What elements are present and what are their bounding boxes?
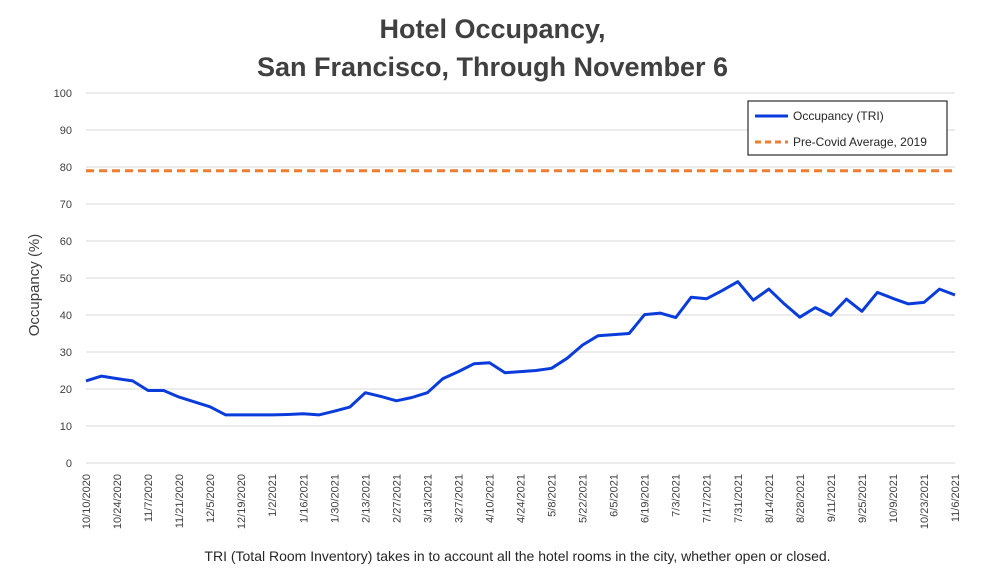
- y-tick-label: 0: [66, 458, 72, 470]
- y-tick-label: 80: [60, 162, 72, 174]
- x-tick-label: 12/5/2020: [205, 474, 217, 523]
- chart-title: Hotel Occupancy, San Francisco, Through …: [0, 10, 985, 86]
- x-tick-label: 8/28/2021: [795, 474, 807, 523]
- legend: Occupancy (TRI) Pre-Covid Average, 2019: [747, 100, 948, 156]
- x-tick-label: 7/3/2021: [671, 474, 683, 517]
- x-tick-label: 2/13/2021: [360, 474, 372, 523]
- x-tick-label: 11/21/2020: [174, 474, 186, 528]
- y-axis-ticks: 0 10 20 30 40 50 60 70 80 90 100: [54, 88, 72, 470]
- x-tick-label: 9/25/2021: [857, 474, 869, 523]
- legend-box: [747, 100, 948, 156]
- x-tick-label: 4/24/2021: [516, 474, 528, 523]
- y-tick-label: 20: [60, 384, 72, 396]
- x-tick-label: 10/23/2021: [919, 474, 931, 529]
- y-tick-label: 100: [54, 88, 72, 100]
- y-tick-label: 70: [60, 199, 72, 211]
- chart-title-line2: San Francisco, Through November 6: [256, 52, 729, 82]
- x-tick-label: 3/13/2021: [422, 474, 434, 523]
- gridlines: [86, 92, 955, 464]
- chart-footnote: TRI (Total Room Inventory) takes in to a…: [204, 548, 831, 564]
- x-tick-label: 7/17/2021: [702, 474, 714, 523]
- x-tick-label: 1/2/2021: [267, 474, 279, 517]
- y-tick-label: 10: [60, 421, 72, 433]
- x-tick-label: 7/31/2021: [733, 474, 745, 523]
- x-tick-label: 1/16/2021: [298, 474, 310, 523]
- x-tick-label: 3/27/2021: [453, 474, 465, 523]
- y-tick-label: 40: [60, 310, 72, 322]
- x-tick-label: 6/19/2021: [640, 474, 652, 523]
- series-lines: [85, 169, 956, 417]
- x-tick-label: 11/6/2021: [950, 474, 962, 522]
- x-tick-label: 10/24/2020: [112, 474, 124, 529]
- x-tick-label: 5/8/2021: [547, 474, 559, 517]
- x-tick-label: 10/9/2021: [888, 474, 900, 523]
- x-tick-label: 5/22/2021: [578, 474, 590, 523]
- y-tick-label: 50: [60, 273, 72, 285]
- x-tick-label: 12/19/2020: [236, 474, 248, 529]
- y-axis-label: Occupancy (%): [26, 234, 43, 337]
- x-tick-label: 11/7/2020: [143, 474, 155, 522]
- legend-label-occupancy: Occupancy (TRI): [793, 109, 884, 123]
- x-axis-ticks: 10/10/2020 10/24/2020 11/7/2020 11/21/2020 1…: [81, 474, 962, 529]
- y-tick-label: 90: [60, 125, 72, 137]
- chart-title-line1: Hotel Occupancy,: [379, 14, 606, 44]
- x-tick-label: 1/30/2021: [329, 474, 341, 523]
- x-tick-label: 8/14/2021: [764, 474, 776, 523]
- y-tick-label: 60: [60, 236, 72, 248]
- series-line-occupancy: [85, 280, 956, 417]
- x-tick-label: 4/10/2021: [484, 474, 496, 523]
- x-tick-label: 2/27/2021: [391, 474, 403, 523]
- x-tick-label: 10/10/2020: [81, 474, 93, 529]
- y-tick-label: 30: [60, 347, 72, 359]
- x-tick-label: 6/5/2021: [609, 474, 621, 517]
- x-tick-label: 9/11/2021: [826, 474, 838, 522]
- legend-label-pre-covid: Pre-Covid Average, 2019: [793, 135, 927, 149]
